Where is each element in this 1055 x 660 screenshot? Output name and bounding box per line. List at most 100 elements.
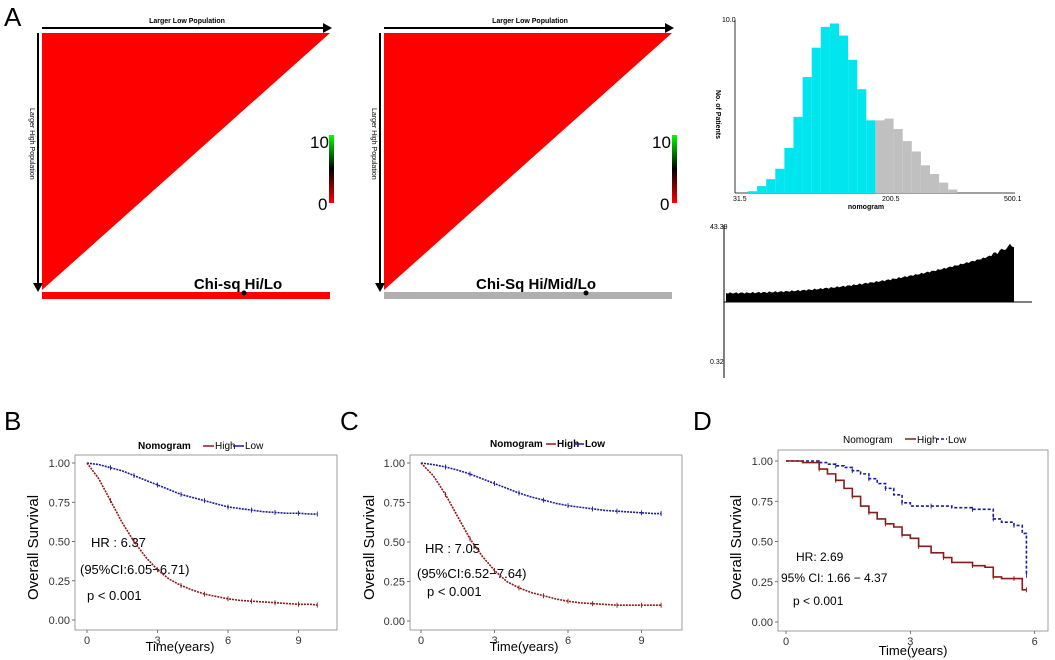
km-c-ytick-label-4: 1.00 xyxy=(384,458,405,470)
histogram: 10.0 No. of Patients nomogram 31.5 200.5… xyxy=(714,17,1022,211)
hist-bar-low-6 xyxy=(802,77,812,193)
km-b-censor-marks-low xyxy=(110,465,318,517)
xtile-right-triangle xyxy=(384,33,672,290)
km-d-legend-low: Low xyxy=(948,435,967,446)
xtile-left-x-label: Larger Low Population xyxy=(149,18,225,25)
km-b-legend-high: High xyxy=(215,441,236,452)
km-b-ytick-label-2: 0.50 xyxy=(49,537,70,549)
km-b-xtick-label-1: 3 xyxy=(154,635,160,647)
km-panel-c: Nomogram High Low Overall Survival Time(… xyxy=(361,439,683,654)
km-d-xlabel: Time(years) xyxy=(879,643,948,658)
km-b-xlabel: Time(years) xyxy=(146,639,215,654)
km-c-curve-low xyxy=(420,462,662,515)
hist-bar-low-7 xyxy=(811,47,821,194)
hist-xlabel: nomogram xyxy=(848,204,884,211)
arrowhead-icon xyxy=(665,23,674,33)
km-d-xtick-label-1: 3 xyxy=(907,636,913,648)
km-b-hr: HR : 6.37 xyxy=(91,535,146,550)
hist-bar-low-10 xyxy=(839,35,849,193)
km-b-frame xyxy=(74,454,338,631)
km-c-legend-title: Nomogram xyxy=(490,439,543,450)
km-c-xtick-label-1: 3 xyxy=(491,635,497,647)
hist-bar-low-11 xyxy=(848,59,858,193)
km-c-ytick-label-2: 0.50 xyxy=(384,537,405,549)
km-b-ylabel: Overall Survival xyxy=(25,495,42,600)
hist-xtick-1: 31.5 xyxy=(733,196,747,203)
arrowhead-icon xyxy=(323,23,332,33)
hist-bar-low-5 xyxy=(793,116,803,193)
km-d-ytick-label-4: 1.00 xyxy=(752,456,773,468)
km-c-legend-low: Low xyxy=(585,439,605,450)
km-d-xtick-label-0: 0 xyxy=(783,636,789,648)
km-c-p: p < 0.001 xyxy=(427,584,482,599)
km-c-xtick-label-3: 9 xyxy=(638,635,644,647)
km-d-xtick-label-2: 6 xyxy=(1032,636,1038,648)
km-c-xtick-label-2: 6 xyxy=(565,635,571,647)
hist-bar-high-2 xyxy=(893,128,903,193)
xtile-left-title: Chi-sq Hi/Lo xyxy=(194,276,282,293)
xtile-right-title: Chi-Sq Hi/Mid/Lo xyxy=(476,276,596,293)
km-b-legend-low: Low xyxy=(245,441,264,452)
hist-bar-low-4 xyxy=(784,148,794,193)
km-d-ytick-label-1: 0.25 xyxy=(752,577,773,589)
km-b-ytick-label-0: 0.00 xyxy=(49,615,70,627)
hist-bar-high-3 xyxy=(902,141,912,193)
hist-bar-low-0 xyxy=(748,191,758,193)
hist-bar-low-13 xyxy=(866,120,876,193)
km-c-censor-marks-low xyxy=(445,464,662,517)
xtile-left-y-label: Larger High Population xyxy=(28,108,35,180)
hist-bar-high-0 xyxy=(875,120,885,193)
km-c-ci: (95%CI:6.52−7.64) xyxy=(417,566,526,581)
km-b-xtick-label-0: 0 xyxy=(84,635,90,647)
hist-xtick-2: 200.5 xyxy=(882,196,900,203)
hist-bar-high-4 xyxy=(911,151,921,193)
arrowhead-icon xyxy=(375,283,385,292)
wf-top-label: 43.39 xyxy=(710,224,728,231)
xtile-left-scale-max: 10 xyxy=(310,133,329,152)
km-b-curve-low xyxy=(86,462,318,515)
km-b-ytick-label-1: 0.25 xyxy=(49,576,70,588)
panel-label-c: C xyxy=(340,406,359,436)
km-c-xtick-label-0: 0 xyxy=(418,635,424,647)
km-d-ylabel: Overall Survival xyxy=(728,495,745,600)
hist-bar-high-8 xyxy=(948,189,958,193)
km-b-ci: (95%CI:6.05−6.71) xyxy=(80,562,189,577)
km-d-p: p < 0.001 xyxy=(793,594,844,608)
xtile-left-scale-min: 0 xyxy=(318,195,327,214)
xtile-left-triangle xyxy=(42,33,330,290)
km-panel-b: Nomogram High Low Overall Survival Time(… xyxy=(25,441,338,654)
km-d-ytick-label-3: 0.75 xyxy=(752,496,773,508)
xtile-right-scale-bar xyxy=(672,135,677,203)
arrowhead-icon xyxy=(33,283,43,292)
km-c-ytick-label-3: 0.75 xyxy=(384,498,405,510)
hist-ylabel: No. of Patients xyxy=(714,90,721,139)
km-b-xtick-label-3: 9 xyxy=(295,635,301,647)
xtile-right: Larger Low Population Larger High Popula… xyxy=(370,18,677,299)
km-c-frame xyxy=(409,454,683,631)
km-d-legend-title: Nomogram xyxy=(843,435,892,446)
xtile-left-marker xyxy=(241,290,247,296)
xtile-right-marker xyxy=(583,290,589,296)
hist-bar-low-8 xyxy=(820,26,830,194)
km-b-p: p < 0.001 xyxy=(87,588,142,603)
km-c-xlabel: Time(years) xyxy=(490,639,559,654)
hist-bar-high-5 xyxy=(920,165,930,193)
xtile-left-scale-bar xyxy=(329,135,334,203)
km-d-ytick-label-0: 0.00 xyxy=(752,617,773,629)
xtile-left: Larger Low Population Larger High Popula… xyxy=(28,18,334,299)
wf-area xyxy=(726,227,1014,302)
km-d-frame xyxy=(777,449,1049,632)
xtile-right-x-label: Larger Low Population xyxy=(492,18,568,25)
panel-label-a: A xyxy=(4,2,22,32)
panel-label-d: D xyxy=(693,406,712,436)
hist-bar-low-9 xyxy=(829,23,839,194)
hist-bar-low-2 xyxy=(766,179,776,193)
km-b-ytick-label-3: 0.75 xyxy=(49,497,70,509)
km-b-legend-title: Nomogram xyxy=(138,441,191,452)
km-d-ci: 95% CI: 1.66 − 4.37 xyxy=(781,571,888,585)
km-c-censor-marks-high xyxy=(445,492,662,608)
hist-xtick-3: 500.1 xyxy=(1004,196,1022,203)
hist-ymax-label: 10.0 xyxy=(722,17,736,24)
km-d-hr: HR: 2.69 xyxy=(796,550,844,564)
